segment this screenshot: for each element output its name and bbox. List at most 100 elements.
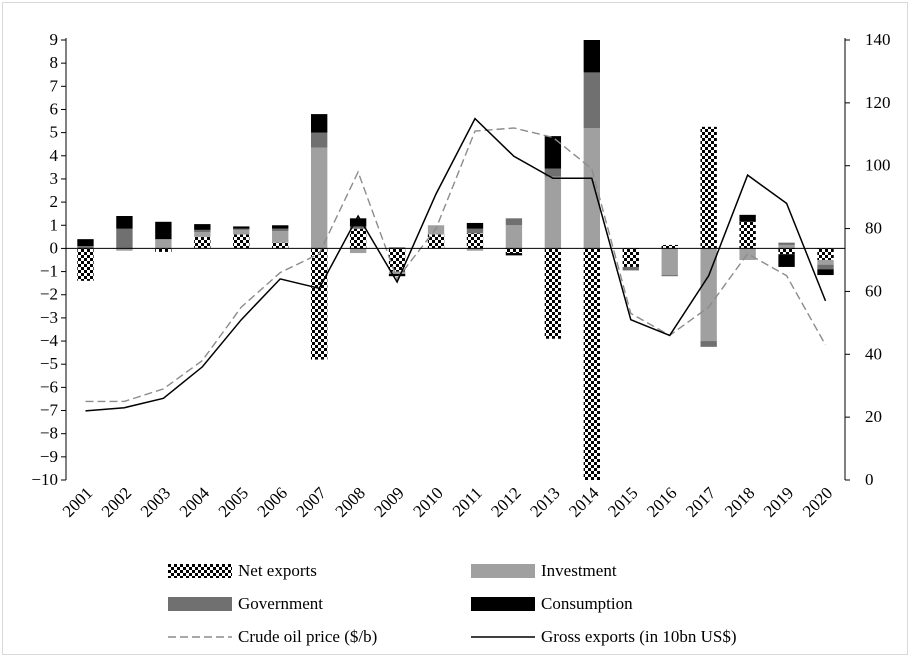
bar-investment-2006: [272, 231, 289, 243]
bar-investment-2003: [155, 239, 172, 249]
bar-investment-2019: [778, 244, 795, 249]
bar-consumption-2001: [77, 239, 94, 247]
left-axis-tick-label: 2: [50, 192, 59, 211]
x-axis-tick-label: 2020: [799, 483, 836, 520]
bar-consumption-2008: [349, 218, 367, 227]
right-axis-tick-label: 0: [865, 470, 874, 489]
bar-government-2001: [77, 246, 94, 249]
bar-net-exports-2019: [778, 248, 795, 255]
bar-investment-2012: [505, 225, 523, 249]
left-axis-tick-label: −8: [40, 424, 58, 443]
x-axis-tick-label: 2001: [59, 483, 96, 520]
bar-government-2009: [388, 247, 406, 249]
x-axis-tick-label: 2019: [760, 483, 797, 520]
bar-net-exports-2011: [466, 233, 484, 249]
bar-net-exports-2020: [817, 248, 834, 260]
legend: Net exports Investment Government Consumpti…: [168, 561, 737, 646]
x-axis-tick-label: 2010: [409, 483, 446, 520]
bar-net-exports-2017: [700, 126, 717, 249]
bar-net-exports-2016: [661, 244, 678, 249]
bar-net-exports-2018: [739, 221, 756, 249]
bar-net-exports-2010: [427, 234, 445, 249]
bar-investment-2002: [116, 248, 133, 251]
bar-government-2008: [349, 226, 367, 229]
left-axis-tick-label: −5: [40, 354, 58, 373]
bar-net-exports-2008: [349, 228, 367, 249]
right-axis-tick-label: 80: [865, 219, 882, 238]
right-axis-tick-label: 100: [865, 156, 891, 175]
bar-government-2016: [661, 275, 678, 277]
x-axis-tick-label: 2011: [449, 483, 486, 520]
left-axis-tick-label: −3: [40, 308, 58, 327]
right-axis-tick-label: 120: [865, 93, 891, 112]
left-axis-tick-label: 4: [50, 146, 59, 165]
bar-investment-2008: [349, 248, 367, 254]
bar-consumption-2013: [544, 136, 562, 169]
left-axis-tick-label: −6: [40, 377, 58, 396]
bar-investment-2014: [583, 128, 601, 249]
bar-investment-2009: [388, 271, 406, 274]
bar-net-exports-2014: [583, 248, 601, 480]
bar-investment-2020: [817, 260, 834, 265]
bar-net-exports-2013: [544, 248, 562, 339]
legend-swatch-investment: [471, 564, 535, 578]
bar-consumption-2011: [466, 222, 484, 229]
bar-net-exports-2004: [194, 236, 211, 249]
left-axis-tick-label: 6: [50, 99, 59, 118]
bar-consumption-2002: [116, 216, 133, 229]
bar-government-2002: [116, 228, 133, 249]
right-axis-tick-label: 20: [865, 407, 882, 426]
bar-investment-2007: [310, 147, 328, 249]
left-axis-tick-label: 3: [50, 169, 59, 188]
bar-consumption-2012: [505, 253, 523, 256]
bar-government-2013: [544, 168, 562, 177]
bar-investment-2017: [700, 248, 717, 342]
bar-government-2012: [505, 218, 523, 226]
x-axis-tick-label: 2008: [331, 483, 368, 520]
axes-layer: −10−9−8−7−6−5−4−3−2−10123456789020406080…: [31, 30, 890, 521]
x-axis-tick-label: 2016: [643, 483, 680, 520]
x-axis-tick-label: 2003: [137, 483, 174, 520]
bar-net-exports-2003: [155, 248, 172, 252]
bar-government-2020: [817, 264, 834, 270]
left-axis-tick-label: −4: [40, 331, 59, 350]
bar-government-2004: [194, 229, 211, 233]
bar-government-2006: [272, 228, 289, 232]
legend-label-consumption: Consumption: [541, 594, 633, 613]
left-axis-tick-label: −7: [40, 401, 59, 420]
bar-net-exports-2001: [77, 248, 94, 281]
left-axis-tick-label: −2: [40, 285, 58, 304]
x-axis-tick-label: 2002: [98, 483, 135, 520]
bar-government-2015: [622, 266, 639, 271]
bar-net-exports-2007: [310, 248, 328, 360]
bar-investment-2005: [233, 229, 250, 235]
bar-investment-2010: [427, 225, 445, 235]
line-gross-exports-in-10bn-us-: [85, 117, 827, 412]
legend-swatch-net-exports: [168, 564, 232, 578]
left-axis-tick-label: −10: [31, 470, 58, 489]
bar-net-exports-2006: [272, 242, 289, 249]
bar-government-2019: [778, 242, 795, 245]
left-axis-tick-label: 8: [50, 53, 59, 72]
left-axis-tick-label: 7: [50, 76, 59, 95]
line-crude-oil-price-b-: [85, 127, 827, 403]
x-axis-tick-label: 2006: [254, 483, 291, 520]
left-axis-tick-label: 1: [50, 215, 59, 234]
left-axis-tick-label: 0: [50, 238, 59, 257]
left-axis-tick-label: −9: [40, 447, 58, 466]
x-axis-tick-label: 2004: [176, 483, 214, 521]
left-axis-tick-label: 5: [50, 123, 59, 142]
bar-net-exports-2012: [505, 248, 523, 254]
left-axis-tick-label: −1: [40, 262, 58, 281]
x-axis-tick-label: 2013: [526, 483, 563, 520]
bar-net-exports-2015: [622, 248, 639, 267]
bar-consumption-2014: [583, 40, 601, 73]
bar-investment-2004: [194, 232, 211, 237]
bar-consumption-2003: [155, 221, 172, 240]
x-axis-tick-label: 2009: [370, 483, 407, 520]
x-axis-tick-label: 2015: [604, 483, 641, 520]
legend-label-crude-oil-price-b-: Crude oil price ($/b): [238, 627, 377, 646]
legend-label-investment: Investment: [541, 561, 617, 580]
bar-investment-2011: [466, 248, 484, 251]
bar-layer: [77, 40, 834, 480]
